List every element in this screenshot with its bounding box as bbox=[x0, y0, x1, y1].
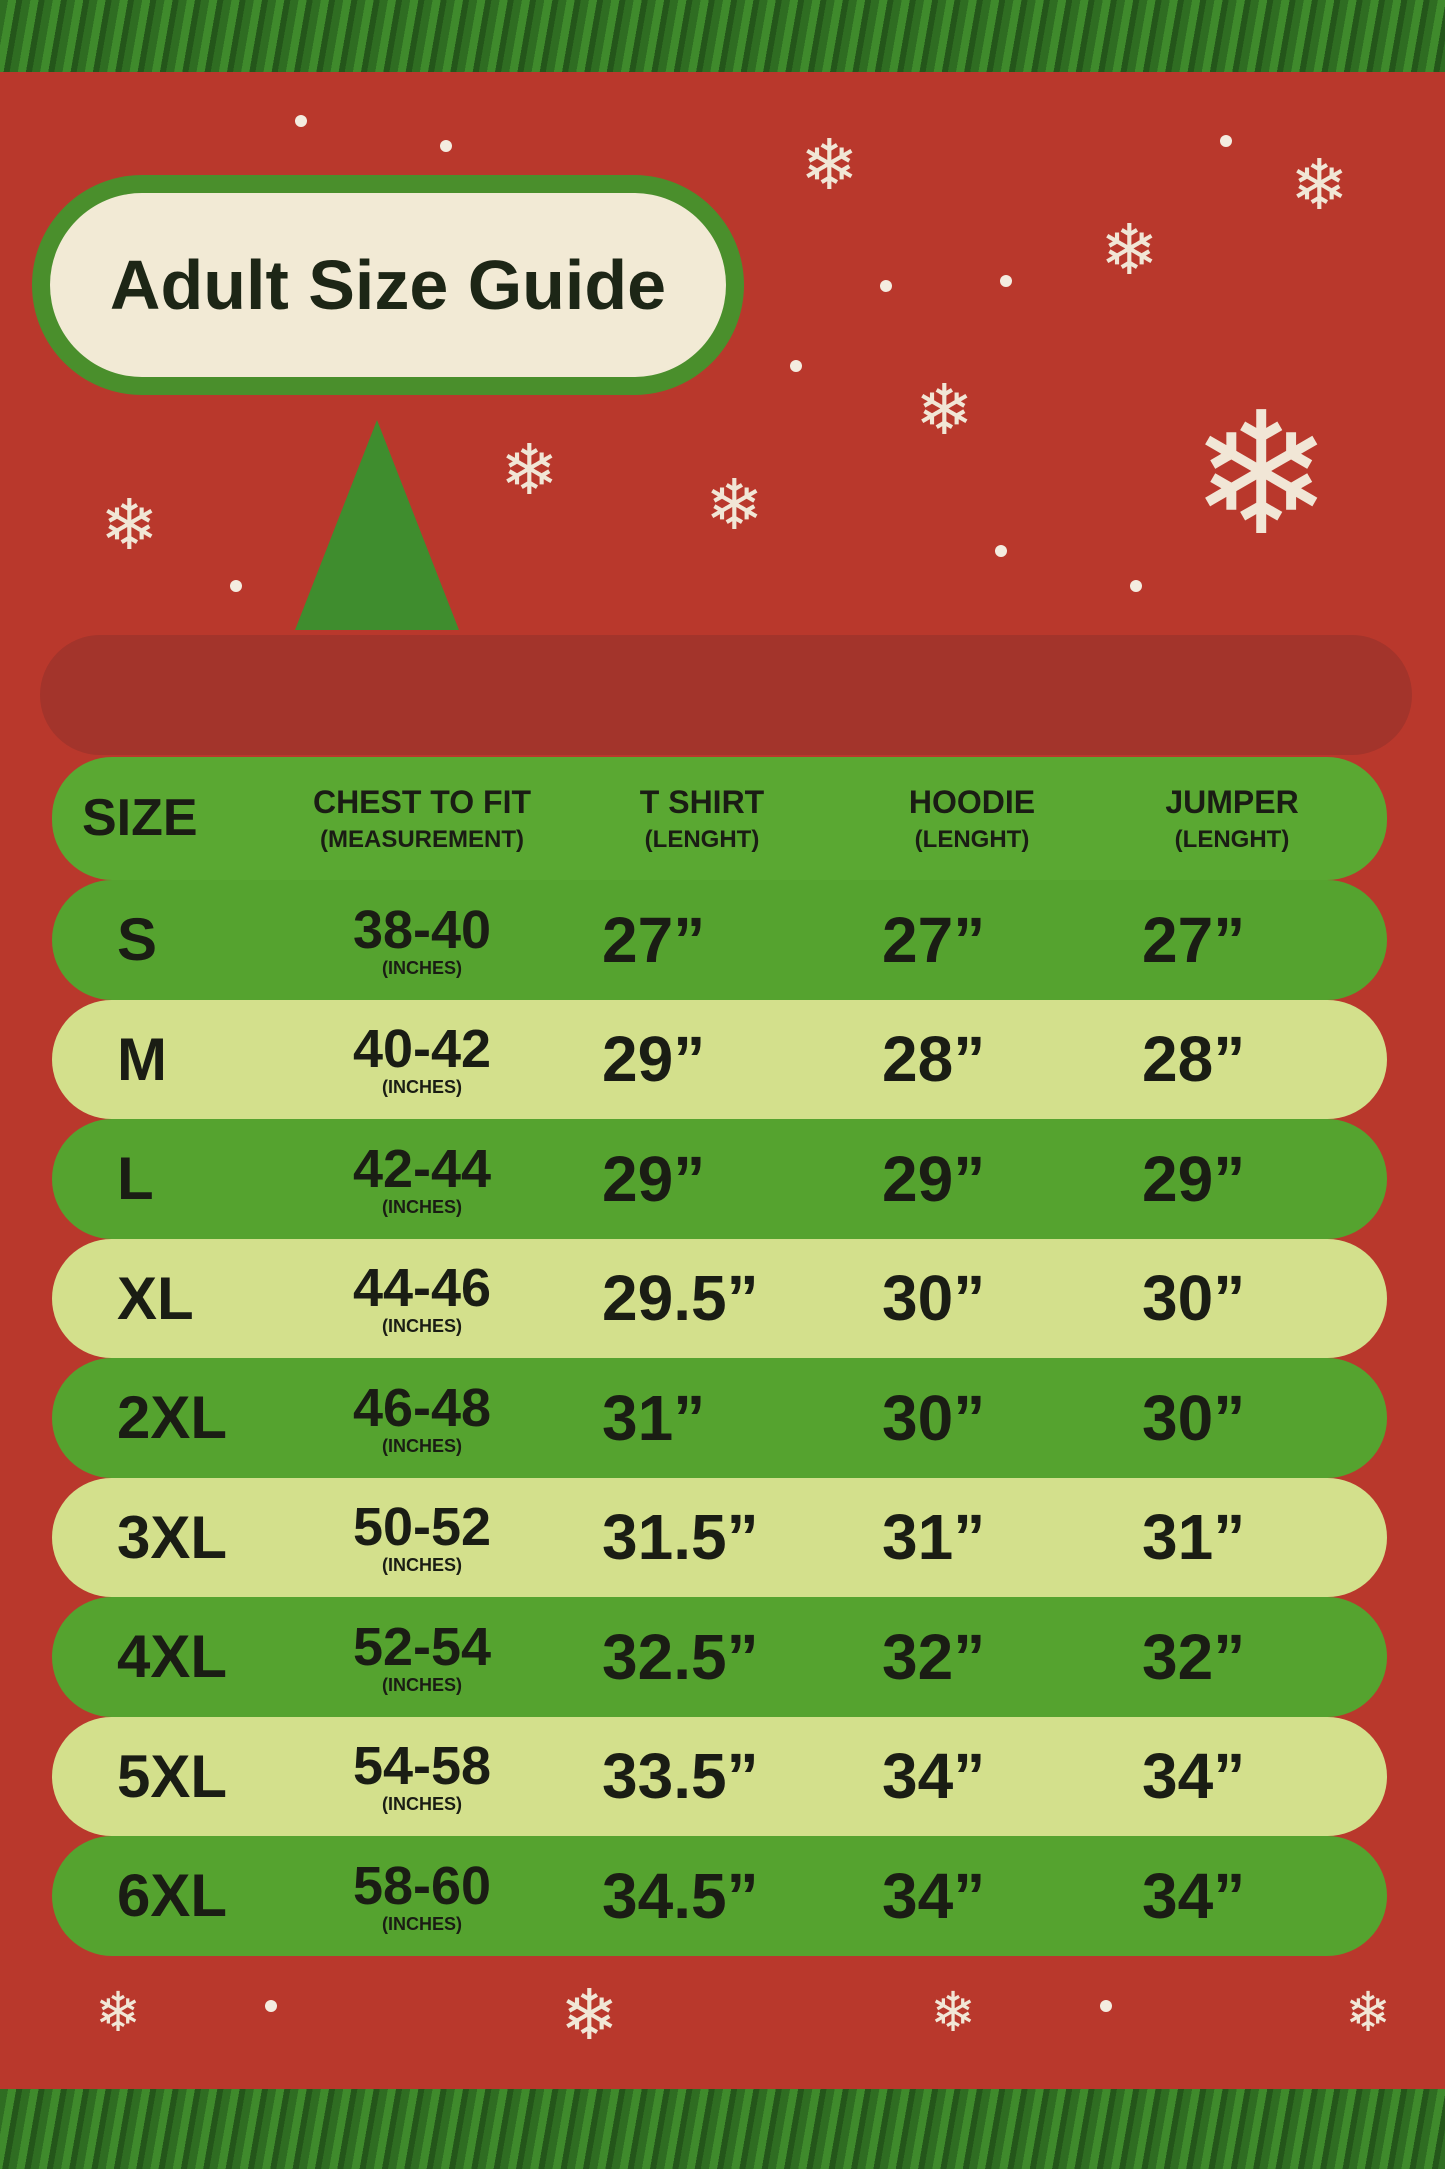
snowflake-icon: ❄ bbox=[100, 486, 159, 564]
size-cell: M bbox=[117, 1025, 167, 1093]
title-banner: Adult Size Guide bbox=[32, 175, 744, 395]
tshirt-cell: 34.5” bbox=[602, 1859, 759, 1932]
chest-cell: 42-44 (INCHES) bbox=[352, 1138, 492, 1217]
table-row: S 38-40 (INCHES) 27” 27” 27” bbox=[52, 880, 1387, 1000]
snow-dot bbox=[880, 280, 892, 292]
size-cell: 2XL bbox=[117, 1384, 228, 1452]
chest-cell: 54-58 (INCHES) bbox=[352, 1736, 492, 1815]
snowflake-icon: ❄ bbox=[1100, 211, 1159, 289]
tshirt-cell: 29.5” bbox=[602, 1262, 759, 1335]
snowflake-icon: ❄ bbox=[560, 1976, 619, 2054]
jumper-cell: 32” bbox=[1142, 1620, 1246, 1693]
chest-cell: 40-42 (INCHES) bbox=[352, 1019, 492, 1098]
hoodie-cell: 34” bbox=[882, 1859, 986, 1932]
snowflake-icon: ❄ bbox=[1190, 380, 1333, 570]
chest-cell: 50-52 (INCHES) bbox=[352, 1497, 492, 1576]
snowflake-icon: ❄ bbox=[1345, 1981, 1392, 2043]
header-size: SIZE bbox=[82, 788, 198, 847]
snowflake-icon: ❄ bbox=[705, 466, 764, 544]
hoodie-cell: 30” bbox=[882, 1262, 986, 1335]
tshirt-cell: 33.5” bbox=[602, 1740, 759, 1813]
snow-dot bbox=[995, 545, 1007, 557]
chest-cell: 58-60 (INCHES) bbox=[352, 1855, 492, 1934]
jumper-cell: 30” bbox=[1142, 1262, 1246, 1335]
snowflake-icon: ❄ bbox=[95, 1981, 142, 2043]
table-row: 3XL 50-52 (INCHES) 31.5” 31” 31” bbox=[52, 1477, 1387, 1597]
tshirt-cell: 31” bbox=[602, 1381, 706, 1454]
blank-banner bbox=[40, 635, 1412, 755]
size-cell: S bbox=[117, 906, 158, 974]
hoodie-cell: 31” bbox=[882, 1501, 986, 1574]
snow-dot bbox=[295, 115, 307, 127]
table-row: 2XL 46-48 (INCHES) 31” 30” 30” bbox=[52, 1358, 1387, 1478]
snowflake-icon: ❄ bbox=[800, 126, 859, 204]
size-table: SIZE CHEST TO FIT (MEASUREMENT) T SHIRT (L… bbox=[52, 757, 1387, 1956]
hoodie-cell: 32” bbox=[882, 1620, 986, 1693]
snowflake-icon: ❄ bbox=[915, 371, 974, 449]
christmas-tree-icon bbox=[295, 420, 459, 630]
hoodie-cell: 27” bbox=[882, 903, 986, 976]
jumper-cell: 28” bbox=[1142, 1023, 1246, 1096]
snow-dot bbox=[1000, 275, 1012, 287]
size-cell: 6XL bbox=[117, 1862, 228, 1930]
table-row: 4XL 52-54 (INCHES) 32.5” 32” 32” bbox=[52, 1597, 1387, 1717]
hoodie-cell: 30” bbox=[882, 1381, 986, 1454]
tshirt-cell: 27” bbox=[602, 903, 706, 976]
pine-garland-bottom bbox=[0, 2089, 1445, 2169]
snowflake-icon: ❄ bbox=[930, 1981, 977, 2043]
jumper-cell: 30” bbox=[1142, 1381, 1246, 1454]
size-cell: 3XL bbox=[117, 1503, 228, 1571]
hoodie-cell: 29” bbox=[882, 1142, 986, 1215]
snow-dot bbox=[1100, 2000, 1112, 2012]
snow-dot bbox=[230, 580, 242, 592]
header-tshirt: T SHIRT (LENGHT) bbox=[639, 784, 765, 853]
tshirt-cell: 29” bbox=[602, 1023, 706, 1096]
size-cell: 5XL bbox=[117, 1742, 228, 1810]
snow-dot bbox=[1130, 580, 1142, 592]
chest-cell: 44-46 (INCHES) bbox=[352, 1258, 492, 1337]
snow-dot bbox=[265, 2000, 277, 2012]
snow-dot bbox=[790, 360, 802, 372]
header-jumper: JUMPER (LENGHT) bbox=[1165, 784, 1299, 853]
table-row: 5XL 54-58 (INCHES) 33.5” 34” 34” bbox=[52, 1716, 1387, 1836]
header-hoodie: HOODIE (LENGHT) bbox=[908, 784, 1036, 853]
snowflake-icon: ❄ bbox=[500, 431, 559, 509]
table-row: XL 44-46 (INCHES) 29.5” 30” 30” bbox=[52, 1238, 1387, 1358]
page-title: Adult Size Guide bbox=[109, 246, 667, 324]
snow-dot bbox=[1220, 135, 1232, 147]
tshirt-cell: 31.5” bbox=[602, 1501, 759, 1574]
chest-cell: 38-40 (INCHES) bbox=[352, 899, 492, 978]
pine-garland-top bbox=[0, 0, 1445, 72]
hoodie-cell: 34” bbox=[882, 1740, 986, 1813]
tshirt-cell: 32.5” bbox=[602, 1620, 759, 1693]
jumper-cell: 27” bbox=[1142, 903, 1246, 976]
jumper-cell: 29” bbox=[1142, 1142, 1246, 1215]
hoodie-cell: 28” bbox=[882, 1023, 986, 1096]
size-cell: L bbox=[117, 1145, 154, 1213]
chest-cell: 52-54 (INCHES) bbox=[352, 1616, 492, 1695]
table-row: L 42-44 (INCHES) 29” 29” 29” bbox=[52, 1119, 1387, 1239]
size-cell: XL bbox=[117, 1264, 194, 1332]
jumper-cell: 31” bbox=[1142, 1501, 1246, 1574]
table-row: 6XL 58-60 (INCHES) 34.5” 34” 34” bbox=[52, 1836, 1387, 1956]
size-cell: 4XL bbox=[117, 1623, 228, 1691]
tshirt-cell: 29” bbox=[602, 1142, 706, 1215]
snow-dot bbox=[440, 140, 452, 152]
header-chest: CHEST TO FIT (MEASUREMENT) bbox=[312, 784, 532, 853]
jumper-cell: 34” bbox=[1142, 1740, 1246, 1813]
table-header: SIZE CHEST TO FIT (MEASUREMENT) T SHIRT (L… bbox=[52, 757, 1387, 880]
table-row: M 40-42 (INCHES) 29” 28” 28” bbox=[52, 999, 1387, 1119]
snowflake-icon: ❄ bbox=[1290, 146, 1349, 224]
chest-cell: 46-48 (INCHES) bbox=[352, 1377, 492, 1456]
jumper-cell: 34” bbox=[1142, 1859, 1246, 1932]
